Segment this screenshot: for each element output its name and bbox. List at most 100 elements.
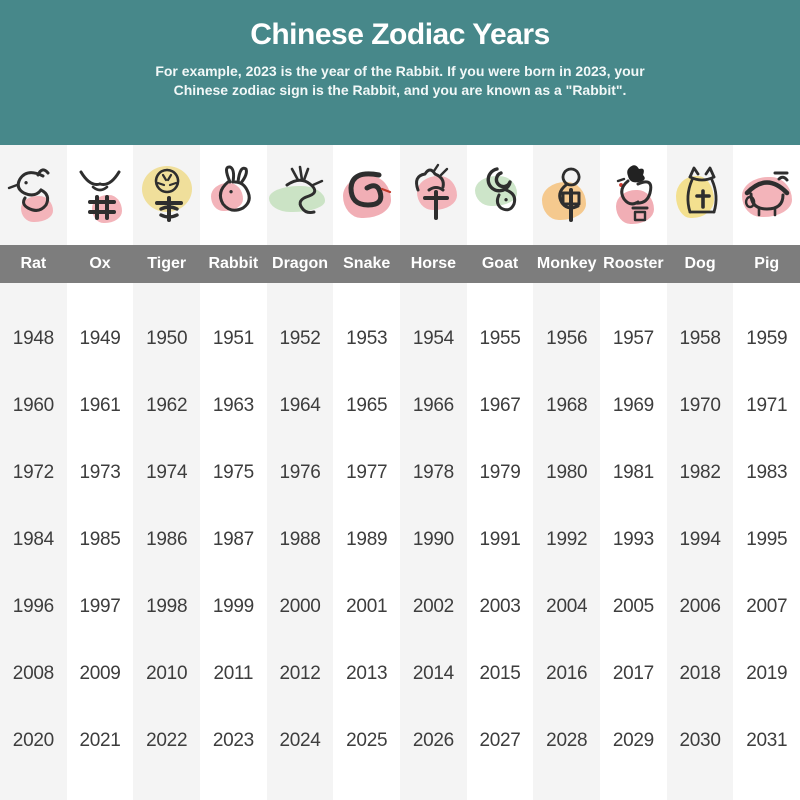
year-cell: 1977 <box>346 461 388 483</box>
column-label-snake: Snake <box>333 245 401 283</box>
zodiac-board: Rat 1948 1960 1972 1984 1996 2008 2020 Ox 1949 196… <box>0 145 800 800</box>
column-label-tiger: Tiger <box>133 245 201 283</box>
header: Chinese Zodiac Years For example, 2023 i… <box>0 0 800 145</box>
zodiac-column-horse: Horse 1954 1966 1978 1990 2002 2014 2026 <box>400 145 467 800</box>
pig-icon <box>733 145 800 245</box>
pig-drawing <box>744 171 790 217</box>
column-label-dog: Dog <box>666 245 734 283</box>
year-cell: 2010 <box>146 662 188 684</box>
zodiac-column-tiger: Tiger 1950 1962 1974 1986 1998 2010 2022 <box>133 145 201 800</box>
column-label-rabbit: Rabbit <box>200 245 267 283</box>
zodiac-column-monkey: Monkey 1956 1968 1980 1992 2004 2016 2028 <box>533 145 601 800</box>
year-cell: 1991 <box>479 528 521 550</box>
page-title: Chinese Zodiac Years <box>250 18 550 51</box>
year-cell: 2030 <box>679 729 721 751</box>
year-cell: 2009 <box>79 662 121 684</box>
year-cell: 2023 <box>212 729 254 751</box>
year-cell: 1985 <box>79 528 121 550</box>
zodiac-column-pig: Pig 1959 1971 1983 1995 2007 2019 2031 <box>733 145 800 800</box>
year-cell: 1988 <box>279 528 321 550</box>
year-cell: 2031 <box>746 729 788 751</box>
year-cell: 2019 <box>746 662 788 684</box>
year-cell: 1954 <box>412 327 454 349</box>
year-cell: 1983 <box>746 461 788 483</box>
year-cell: 2029 <box>612 729 654 751</box>
year-cell: 1989 <box>346 528 388 550</box>
year-cell: 1975 <box>212 461 254 483</box>
year-cell: 1950 <box>146 327 188 349</box>
year-cell: 2012 <box>279 662 321 684</box>
goat-drawing <box>486 167 517 212</box>
subtitle-line-1: For example, 2023 is the year of the Rab… <box>155 63 645 79</box>
column-label-rat: Rat <box>0 245 67 283</box>
year-cell: 2011 <box>213 662 254 684</box>
year-cell: 2015 <box>479 662 521 684</box>
year-cell: 1970 <box>679 394 721 416</box>
zodiac-column-snake: Snake 1953 1965 1977 1989 2001 2013 2025 <box>333 145 401 800</box>
year-cell: 1966 <box>412 394 454 416</box>
dog-drawing <box>686 166 718 214</box>
year-cell: 1958 <box>679 327 721 349</box>
horse-icon <box>400 145 467 245</box>
year-cell: 1974 <box>146 461 188 483</box>
tiger-icon <box>133 145 200 245</box>
year-cell: 2017 <box>612 662 654 684</box>
year-cell: 1953 <box>346 327 388 349</box>
year-cell: 2003 <box>479 595 521 617</box>
rat-icon <box>0 145 67 245</box>
year-cell: 1957 <box>612 327 654 349</box>
year-cell: 2020 <box>12 729 54 751</box>
zodiac-column-rat: Rat 1948 1960 1972 1984 1996 2008 2020 <box>0 145 67 800</box>
year-cell: 1980 <box>546 461 588 483</box>
year-cell: 1984 <box>12 528 54 550</box>
year-cell: 1973 <box>79 461 121 483</box>
page-subtitle: For example, 2023 is the year of the Rab… <box>0 62 800 100</box>
year-cell: 1948 <box>12 327 54 349</box>
horse-drawing <box>415 163 450 220</box>
year-cell: 2028 <box>546 729 588 751</box>
zodiac-column-rooster: Rooster 1957 1969 1981 1993 2005 2017 2029 <box>600 145 667 800</box>
rabbit-icon <box>200 145 267 245</box>
goat-icon <box>467 145 534 245</box>
year-cell: 1964 <box>279 394 321 416</box>
year-cell: 2026 <box>412 729 454 751</box>
year-cell: 1961 <box>79 394 121 416</box>
column-label-dragon: Dragon <box>266 245 334 283</box>
rabbit-drawing <box>219 165 252 212</box>
year-cell: 1986 <box>146 528 188 550</box>
year-cell: 2014 <box>412 662 454 684</box>
zodiac-column-goat: Goat 1955 1967 1979 1991 2003 2015 2027 <box>466 145 534 800</box>
year-cell: 1998 <box>146 595 188 617</box>
year-cell: 1976 <box>279 461 321 483</box>
subtitle-line-2: Chinese zodiac sign is the Rabbit, and y… <box>173 82 627 98</box>
year-cell: 1978 <box>412 461 454 483</box>
zodiac-column-dog: Dog 1958 1970 1982 1994 2006 2018 2030 <box>666 145 734 800</box>
year-cell: 1979 <box>479 461 521 483</box>
year-cell: 2022 <box>146 729 188 751</box>
year-cell: 1971 <box>746 394 788 416</box>
year-cell: 1996 <box>12 595 54 617</box>
monkey-icon <box>533 145 600 245</box>
year-cell: 1994 <box>679 528 721 550</box>
snake-drawing <box>348 171 391 208</box>
column-label-horse: Horse <box>400 245 467 283</box>
monkey-drawing <box>557 167 581 222</box>
year-cell: 1990 <box>412 528 454 550</box>
ox-icon <box>67 145 134 245</box>
dog-icon <box>667 145 734 245</box>
year-cell: 1952 <box>279 327 321 349</box>
year-cell: 2004 <box>546 595 588 617</box>
rat-drawing <box>8 168 50 212</box>
year-cell: 2000 <box>279 595 321 617</box>
year-cell: 1993 <box>612 528 654 550</box>
column-label-ox: Ox <box>66 245 134 283</box>
year-cell: 2002 <box>412 595 454 617</box>
dragon-icon <box>267 145 334 245</box>
tiger-drawing <box>154 168 183 222</box>
year-cell: 1949 <box>79 327 121 349</box>
year-cell: 1955 <box>479 327 521 349</box>
column-label-monkey: Monkey <box>533 245 601 283</box>
snake-icon <box>333 145 400 245</box>
year-cell: 2027 <box>479 729 521 751</box>
year-cell: 1982 <box>679 461 721 483</box>
